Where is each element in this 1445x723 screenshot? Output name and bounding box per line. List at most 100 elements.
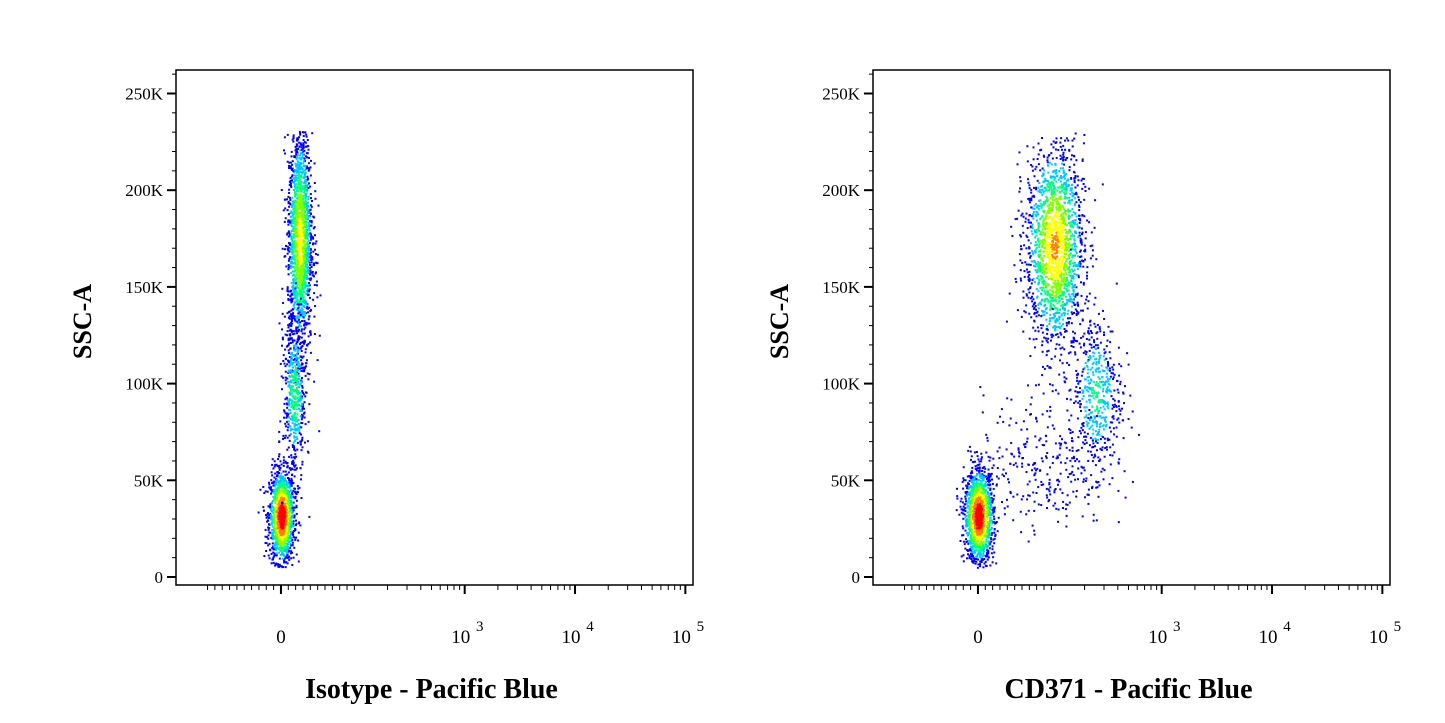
event-point [302,230,305,233]
event-point [310,259,313,261]
event-point [272,506,275,509]
event-point [286,429,289,432]
event-point [272,545,275,548]
event-point [274,541,277,544]
event-point [304,226,307,229]
event-point [282,209,285,212]
event-point [291,491,293,494]
event-point [280,498,283,501]
event-point [291,167,294,170]
event-point [294,395,297,398]
event-point [299,241,302,243]
event-point [293,516,296,519]
event-point [284,357,287,360]
event-point [968,486,971,489]
event-point [291,473,294,476]
event-point [293,369,296,372]
event-point [290,497,293,500]
event-point [287,298,290,300]
event-point [296,156,299,159]
event-point [304,273,307,276]
event-point [281,552,284,554]
event-point [275,475,278,478]
event-point [978,463,981,466]
event-point [307,378,310,381]
event-point [290,260,293,263]
event-point [298,243,301,245]
event-point [293,289,296,292]
event-point [267,534,270,537]
event-point [295,401,298,404]
event-point [286,505,289,508]
event-point [287,380,290,383]
event-point [287,515,290,518]
event-point [970,526,972,529]
event-point [297,337,300,340]
event-point [315,253,317,255]
event-point [290,358,292,361]
event-point [283,559,286,562]
event-point [283,409,286,412]
event-point [288,257,291,260]
event-point [290,385,293,388]
event-point [275,478,277,481]
event-point [289,177,292,179]
event-point [294,297,297,300]
event-point [983,526,986,529]
event-point [278,513,281,516]
event-point [308,215,311,218]
event-point [273,514,275,517]
event-point [296,396,299,399]
event-point [295,204,298,207]
event-point [987,508,990,511]
event-point [289,264,292,267]
event-point [289,256,292,259]
event-point [311,256,314,259]
event-point [299,311,302,313]
event-point [990,472,993,475]
event-point [280,463,283,466]
event-point [276,497,278,500]
event-point [296,391,299,394]
event-point [276,513,279,516]
event-point [970,481,973,484]
event-point [307,268,310,271]
event-point [302,286,305,289]
event-point [975,537,978,540]
event-point [300,367,303,369]
event-point [290,313,293,316]
event-point [300,402,303,405]
event-point [276,516,279,519]
event-point [291,495,293,498]
event-point [304,252,307,255]
event-point [302,300,305,303]
event-point [292,312,295,315]
event-point [308,288,311,291]
event-point [296,308,298,311]
event-point [302,165,305,167]
event-point [286,466,289,469]
event-point [284,434,287,437]
event-point [292,266,295,269]
event-point [309,208,312,211]
event-point [278,542,281,545]
event-point [988,543,991,546]
event-point [278,543,281,546]
event-point [304,312,306,315]
event-point [296,230,299,233]
event-point [990,492,993,495]
event-point [294,199,297,202]
event-point [984,542,987,545]
event-point [279,509,282,512]
event-point [977,511,980,514]
event-point [291,160,294,163]
event-point [296,298,299,301]
event-point [286,506,289,509]
event-point [301,332,304,335]
event-point [294,183,297,186]
event-point [296,251,299,254]
event-point [303,224,306,227]
event-point [299,168,302,171]
event-point [293,514,296,517]
event-point [297,266,300,269]
